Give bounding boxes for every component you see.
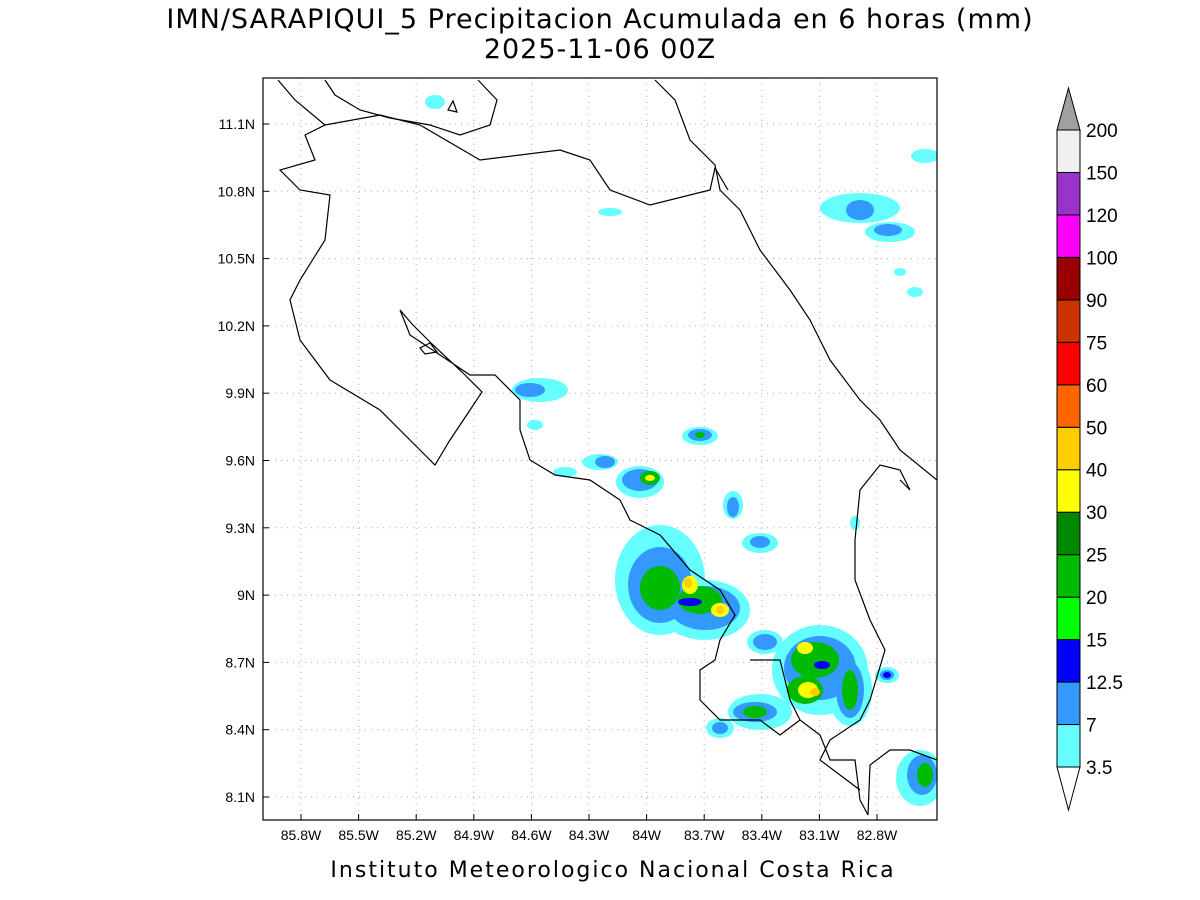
colorbar-label: 12.5 xyxy=(1086,673,1123,694)
y-tick-label: 9.6N xyxy=(225,453,255,469)
y-tick-label: 9N xyxy=(237,587,255,603)
colorbar-box xyxy=(1056,384,1081,428)
axis-ticks: 85.8W 85.5W 85.2W 84.9W 84.6W 84.3W 84W 83.7W 83… xyxy=(218,116,898,843)
y-tick-label: 9.3N xyxy=(225,520,255,536)
y-tick-label: 10.2N xyxy=(218,318,255,334)
colorbar-label: 75 xyxy=(1086,333,1107,354)
y-tick-label: 8.7N xyxy=(225,654,255,670)
y-tick-label: 11.1N xyxy=(219,116,255,132)
colorbar-box xyxy=(1056,426,1081,471)
colorbar-label: 200 xyxy=(1086,121,1118,142)
colorbar-box xyxy=(1056,469,1081,513)
colorbar-box xyxy=(1056,554,1081,598)
y-tick-label: 10.5N xyxy=(218,251,255,267)
colorbar-over xyxy=(1056,86,1081,131)
y-tick-label: 10.8N xyxy=(218,183,255,199)
colorbar-label: 30 xyxy=(1086,503,1107,524)
colorbar-label: 40 xyxy=(1086,461,1107,482)
colorbar: 3.5 7 12.5 15 20 25 30 40 50 60 75 90 100 120 150 200 xyxy=(1056,86,1123,812)
x-tick-label: 83.7W xyxy=(684,827,725,843)
colorbar-label: 50 xyxy=(1086,418,1107,439)
map: 85.8W 85.5W 85.2W 84.9W 84.6W 84.3W 84W 83.7W 83… xyxy=(218,77,938,843)
colorbar-label: 3.5 xyxy=(1086,758,1112,779)
coastlines xyxy=(277,79,937,816)
colorbar-box xyxy=(1056,256,1081,301)
colorbar-label: 120 xyxy=(1086,206,1118,227)
x-tick-label: 83.1W xyxy=(799,827,840,843)
x-tick-label: 84.6W xyxy=(511,827,552,843)
title: IMN/SARAPIQUI_5 Precipitacion Acumulada … xyxy=(166,4,1033,35)
y-tick-label: 9.9N xyxy=(225,385,255,401)
colorbar-label: 7 xyxy=(1086,716,1097,737)
colorbar-box xyxy=(1056,341,1081,386)
colorbar-box xyxy=(1056,724,1081,768)
subtitle: 2025-11-06 00Z xyxy=(484,34,716,65)
x-tick-label: 85.8W xyxy=(281,827,322,843)
colorbar-label: 25 xyxy=(1086,546,1107,567)
y-tick-label: 8.4N xyxy=(225,722,255,738)
colorbar-label: 100 xyxy=(1086,248,1118,269)
colorbar-box xyxy=(1056,511,1081,556)
x-tick-label: 85.5W xyxy=(338,827,379,843)
colorbar-label: 60 xyxy=(1086,376,1107,397)
colorbar-label: 150 xyxy=(1086,163,1118,184)
x-tick-label: 83.4W xyxy=(742,827,783,843)
colorbar-label: 90 xyxy=(1086,291,1107,312)
colorbar-box xyxy=(1056,214,1081,258)
precipitation xyxy=(425,95,937,806)
colorbar-box xyxy=(1056,129,1081,173)
y-tick-label: 8.1N xyxy=(225,789,255,805)
colorbar-under xyxy=(1056,766,1081,812)
x-tick-label: 84W xyxy=(632,827,662,843)
colorbar-box xyxy=(1056,299,1081,343)
x-tick-label: 82.8W xyxy=(857,827,898,843)
colorbar-box xyxy=(1056,681,1081,726)
colorbar-box xyxy=(1056,171,1081,216)
footer: Instituto Meteorologico Nacional Costa R… xyxy=(330,858,895,883)
x-tick-label: 84.3W xyxy=(569,827,610,843)
colorbar-box xyxy=(1056,596,1081,641)
x-tick-label: 84.9W xyxy=(454,827,495,843)
colorbar-label: 20 xyxy=(1086,588,1107,609)
colorbar-label: 15 xyxy=(1086,631,1107,652)
x-tick-label: 85.2W xyxy=(396,827,437,843)
colorbar-box xyxy=(1056,639,1081,683)
